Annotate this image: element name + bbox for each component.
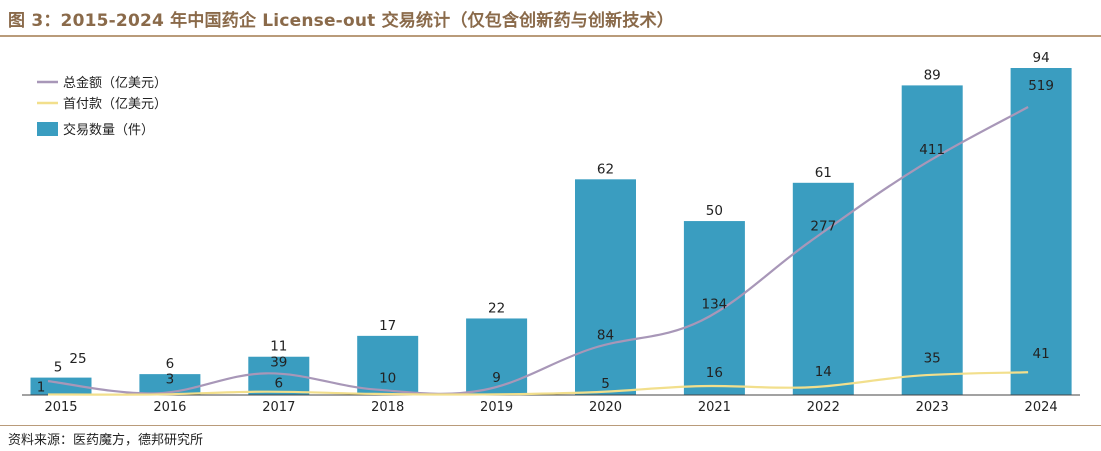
total-label-2017: 39	[270, 354, 287, 370]
bar-label-2017: 11	[270, 339, 287, 355]
bar-label-2023: 89	[924, 67, 941, 83]
bar-label-2018: 17	[379, 318, 396, 334]
upfront-label-2022: 14	[815, 364, 832, 380]
bar-2020	[575, 179, 636, 395]
total-label-2016: 3	[166, 371, 175, 387]
x-tick-2024: 2024	[1025, 400, 1058, 415]
legend-upfront-label: 首付款（亿美元）	[63, 97, 167, 112]
bar-label-2016: 6	[166, 356, 175, 372]
upfront-payment-line	[47, 371, 1029, 396]
x-tick-2021: 2021	[698, 400, 731, 415]
legend-total-label: 总金额（亿美元）	[63, 75, 167, 91]
x-tick-2019: 2019	[480, 400, 513, 415]
bar-2021	[683, 221, 745, 395]
x-tick-2017: 2017	[262, 400, 295, 415]
total-label-2018: 10	[379, 370, 396, 386]
x-tick-2020: 2020	[589, 400, 622, 415]
total-label-2015: 25	[69, 351, 86, 367]
bar-2022	[792, 182, 854, 395]
upfront-label-2024: 41	[1033, 346, 1050, 362]
bar-2023	[901, 85, 963, 395]
upfront-label-2015: 1	[37, 379, 46, 395]
bar-label-2015: 5	[54, 360, 63, 376]
legend-bar-label: 交易数量（件）	[63, 122, 154, 138]
upfront-label-2020: 5	[601, 376, 610, 392]
total-label-2022: 277	[810, 218, 836, 234]
source-note: 资料来源：医药魔方，德邦研究所	[8, 433, 204, 448]
bar-2024	[1010, 68, 1072, 395]
x-tick-2023: 2023	[916, 400, 949, 415]
bar-label-2024: 94	[1033, 50, 1050, 66]
bar-label-2021: 50	[706, 203, 723, 219]
upfront-label-2021: 16	[706, 365, 723, 381]
total-label-2019: 9	[492, 370, 501, 386]
legend-bar-swatch	[37, 122, 58, 136]
total-label-2024: 519	[1028, 78, 1054, 94]
bar-2019	[466, 318, 528, 395]
x-tick-2018: 2018	[371, 400, 404, 415]
x-tick-2016: 2016	[153, 400, 186, 415]
bar-label-2022: 61	[815, 165, 832, 181]
total-label-2020: 84	[597, 327, 614, 343]
legend: 总金额（亿美元） 首付款（亿美元） 交易数量（件）	[37, 75, 167, 138]
title-divider	[0, 35, 1101, 37]
total-label-2023: 411	[919, 142, 945, 158]
bar-label-2019: 22	[488, 300, 505, 316]
upfront-label-2017: 6	[275, 376, 284, 392]
source-divider	[0, 425, 1101, 426]
total-amount-line	[47, 106, 1029, 395]
x-tick-2015: 2015	[44, 400, 77, 415]
chart-title: 图 3：2015-2024 年中国药企 License-out 交易统计（仅包含…	[8, 11, 674, 31]
bar-2018	[357, 335, 419, 395]
bar-2015	[30, 377, 92, 395]
upfront-label-2023: 35	[924, 351, 941, 367]
x-tick-2022: 2022	[807, 400, 840, 415]
total-label-2021: 134	[702, 297, 728, 313]
bar-label-2020: 62	[597, 161, 614, 177]
